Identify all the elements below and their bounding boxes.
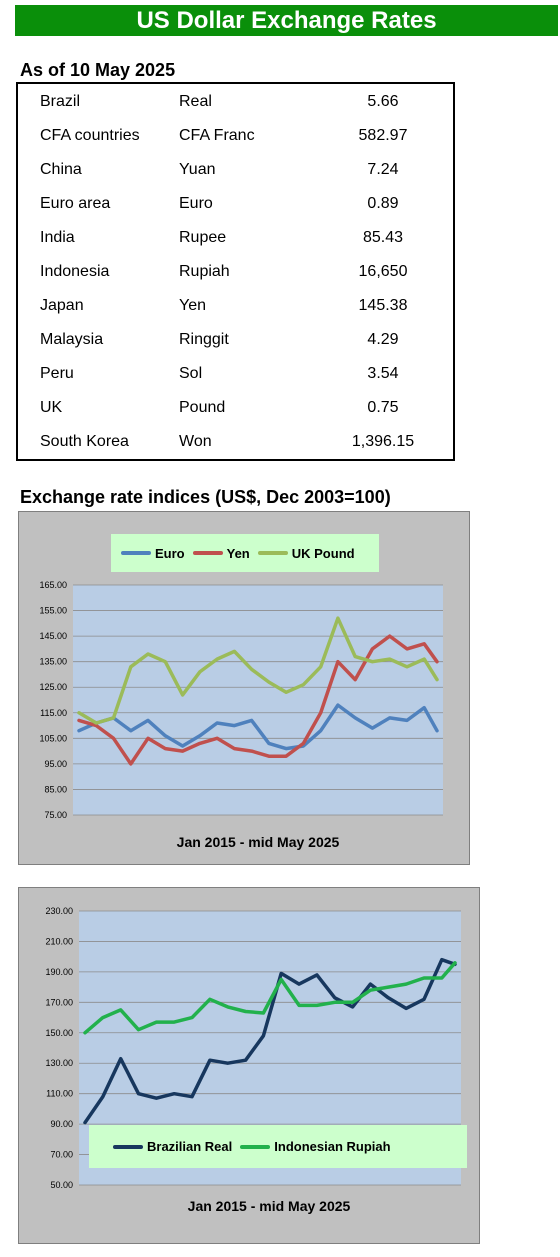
y-tick-label: 210.00: [45, 936, 73, 946]
legend-label: UK Pound: [291, 545, 355, 561]
chart1-legend: Euro Yen UK Pound: [111, 534, 379, 572]
exchange-rate: 4.29: [367, 331, 399, 348]
rates-heading: As of 10 May 2025: [20, 60, 176, 80]
y-tick-label: 125.00: [39, 682, 67, 692]
y-tick-label: 70.00: [50, 1150, 73, 1160]
legend-swatch: [240, 1144, 271, 1149]
chart2-legend: Brazilian Real Indonesian Rupiah: [89, 1125, 467, 1168]
major-currencies-chart: 165.00 155.00 145.00 135.00 125.00 115.00 105.…: [39, 580, 443, 820]
emerging-currencies-chart-panel: 230.00 210.00 190.00 170.00 150.00 130.00 110.…: [18, 887, 480, 1244]
y-tick-label: 75.00: [44, 810, 67, 820]
legend-label: Yen: [226, 545, 250, 561]
y-tick-label: 230.00: [45, 906, 73, 916]
exchange-rate: 0.89: [367, 195, 399, 212]
currency-name: Real: [179, 93, 212, 110]
y-tick-label: 135.00: [39, 657, 67, 667]
country-name: Euro area: [40, 195, 111, 212]
country-name: Malaysia: [40, 331, 104, 348]
legend-swatch: [192, 551, 223, 555]
currency-name: Ringgit: [179, 331, 229, 348]
series-line-yen: [77, 634, 439, 766]
currency-name: Sol: [179, 365, 203, 382]
rate-row: South Korea Won 1,396.15: [18, 427, 453, 461]
y-tick-label: 190.00: [45, 967, 73, 977]
currency-name: Euro: [179, 195, 213, 212]
rate-row: Malaysia Ringgit 4.29: [18, 325, 453, 359]
rate-row: UK Pound 0.75: [18, 393, 453, 427]
country-name: Japan: [40, 297, 84, 314]
exchange-rate: 0.75: [367, 399, 399, 416]
rate-row: CFA countries CFA Franc 582.97: [18, 121, 453, 155]
y-tick-label: 115.00: [40, 708, 67, 718]
rate-row: Indonesia Rupiah 16,650: [18, 257, 453, 291]
emerging-currencies-chart: 230.00 210.00 190.00 170.00 150.00 130.00 110.…: [45, 906, 461, 1190]
legend-item: UK Pound: [257, 545, 355, 561]
major-currencies-chart-panel: 165.00 155.00 145.00 135.00 125.00 115.00 105.…: [18, 511, 470, 865]
country-name: China: [40, 161, 82, 178]
exchange-rate: 5.66: [367, 93, 399, 110]
plot-area: [73, 585, 443, 815]
exchange-rate: 1,396.15: [351, 433, 415, 450]
country-name: Brazil: [40, 93, 81, 110]
series-line-uk-pound: [77, 616, 439, 725]
exchange-rate: 85.43: [362, 229, 404, 246]
y-tick-label: 50.00: [50, 1180, 73, 1190]
y-tick-label: 90.00: [50, 1119, 73, 1129]
country-name: Indonesia: [40, 263, 110, 280]
rate-row: India Rupee 85.43: [18, 223, 453, 257]
legend-item: Brazilian Real: [113, 1139, 232, 1154]
series-line-brazilian-real: [83, 957, 457, 1125]
legend-label: Brazilian Real: [147, 1139, 233, 1154]
exchange-rate: 145.38: [358, 297, 408, 314]
y-tick-label: 95.00: [44, 759, 67, 769]
rate-row: Peru Sol 3.54: [18, 359, 453, 393]
y-tick-label: 130.00: [45, 1058, 73, 1068]
country-name: Peru: [40, 365, 74, 382]
y-tick-label: 145.00: [39, 631, 67, 641]
y-tick-label: 170.00: [45, 997, 73, 1007]
chart1-x-label: Jan 2015 - mid May 2025: [176, 834, 340, 850]
rates-table: Brazil Real 5.66 CFA countries CFA Franc 582.…: [16, 82, 455, 461]
page-title: US Dollar Exchange Rates: [136, 6, 437, 34]
y-tick-label: 85.00: [44, 784, 67, 794]
currency-name: CFA Franc: [179, 127, 255, 144]
y-tick-label: 110.00: [46, 1089, 73, 1099]
series-line-indonesian-rupiah: [83, 961, 457, 1035]
y-tick-label: 165.00: [39, 580, 67, 590]
legend-swatch: [113, 1144, 143, 1149]
country-name: India: [40, 229, 75, 246]
exchange-rate: 16,650: [358, 263, 408, 280]
exchange-rate: 3.54: [367, 365, 399, 382]
legend-swatch: [257, 551, 288, 555]
legend-label: Indonesian Rupiah: [274, 1139, 391, 1154]
series-line-euro: [77, 703, 439, 751]
legend-item: Indonesian Rupiah: [240, 1139, 391, 1154]
exchange-rate: 582.97: [358, 127, 408, 144]
currency-name: Won: [179, 433, 212, 450]
chart2-x-label: Jan 2015 - mid May 2025: [187, 1198, 351, 1214]
rate-row: Brazil Real 5.66: [18, 87, 453, 121]
y-tick-label: 105.00: [39, 733, 67, 743]
indices-heading: Exchange rate indices (US$, Dec 2003=100…: [20, 487, 391, 507]
page-title-banner: US Dollar Exchange Rates: [15, 5, 558, 36]
currency-name: Rupee: [179, 229, 227, 246]
country-name: South Korea: [40, 433, 129, 450]
currency-name: Yuan: [179, 161, 216, 178]
legend-swatch: [121, 551, 151, 555]
y-tick-label: 150.00: [45, 1028, 73, 1038]
currency-name: Rupiah: [179, 263, 230, 280]
exchange-rate: 7.24: [367, 161, 399, 178]
legend-label: Euro: [155, 545, 185, 561]
currency-name: Yen: [179, 297, 206, 314]
legend-item: Euro: [121, 546, 185, 561]
country-name: CFA countries: [40, 127, 140, 144]
y-tick-label: 155.00: [39, 606, 67, 616]
currency-name: Pound: [179, 399, 226, 416]
rate-row: Euro area Euro 0.89: [18, 189, 453, 223]
country-name: UK: [40, 399, 63, 416]
rate-row: China Yuan 7.24: [18, 155, 453, 189]
legend-item: Yen: [192, 545, 250, 561]
rate-row: Japan Yen 145.38: [18, 291, 453, 325]
